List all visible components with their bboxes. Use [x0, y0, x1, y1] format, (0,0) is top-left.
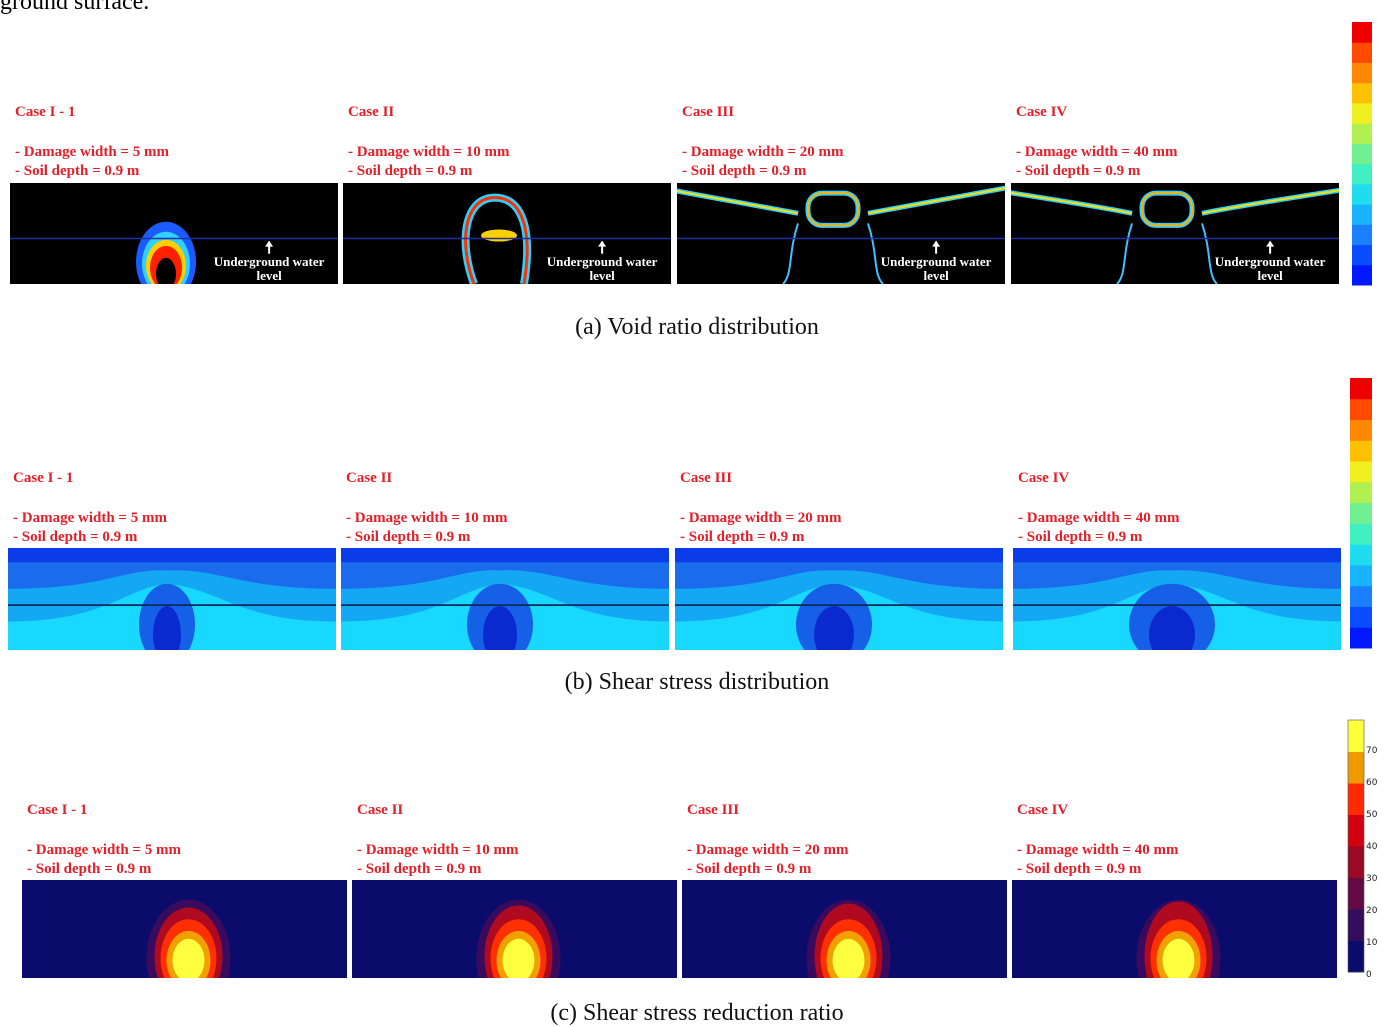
damage-width: - Damage width = 20 mm — [680, 509, 841, 527]
colorbar-tick-label: 10 — [1366, 938, 1377, 948]
damage-width: - Damage width = 40 mm — [1016, 143, 1177, 161]
page: {"intro_text": "ground surface.", "panel… — [0, 0, 1394, 1025]
soil-depth: - Soil depth = 0.9 m — [680, 528, 804, 546]
damage-width: - Damage width = 20 mm — [687, 841, 848, 859]
case-title: Case IV — [1018, 469, 1069, 487]
soil-depth: - Soil depth = 0.9 m — [1018, 528, 1142, 546]
contour-plot — [352, 880, 677, 978]
simulation-image — [1012, 880, 1337, 978]
damage-width: - Damage width = 5 mm — [27, 841, 181, 859]
case-title: Case I - 1 — [15, 103, 75, 121]
case-title: Case IV — [1017, 801, 1068, 819]
colorbar-tick-label: 0 — [1366, 970, 1372, 980]
colorbar-tick-label: 30 — [1366, 874, 1377, 884]
damage-width: - Damage width = 40 mm — [1018, 509, 1179, 527]
simulation-image — [352, 880, 677, 978]
water-level-label: Underground water level — [871, 255, 1001, 283]
simulation-image: Underground water level — [1011, 183, 1339, 284]
colorbar-tick-label: 70 — [1366, 746, 1377, 756]
contour-plot — [675, 548, 1003, 650]
contour-plot — [22, 880, 347, 978]
soil-depth: - Soil depth = 0.9 m — [1017, 860, 1141, 878]
contour-plot — [1013, 548, 1341, 650]
soil-depth: - Soil depth = 0.9 m — [15, 162, 139, 180]
damage-width: - Damage width = 10 mm — [348, 143, 509, 161]
case-title: Case I - 1 — [27, 801, 87, 819]
simulation-image: Underground water level — [10, 183, 338, 284]
intro-text: ground surface. — [0, 0, 149, 16]
soil-depth: - Soil depth = 0.9 m — [13, 528, 137, 546]
case-title: Case II — [357, 801, 403, 819]
damage-width: - Damage width = 10 mm — [357, 841, 518, 859]
contour-plot — [341, 548, 669, 650]
soil-depth: - Soil depth = 0.9 m — [357, 860, 481, 878]
damage-width: - Damage width = 10 mm — [346, 509, 507, 527]
contour-plot — [1012, 880, 1337, 978]
case-title: Case I - 1 — [13, 469, 73, 487]
case-title: Case II — [346, 469, 392, 487]
case-title: Case III — [680, 469, 732, 487]
damage-width: - Damage width = 5 mm — [13, 509, 167, 527]
contour-plot — [8, 548, 336, 650]
water-level-label: Underground water level — [537, 255, 667, 283]
water-level-label: Underground water level — [204, 255, 334, 283]
simulation-image — [341, 548, 669, 650]
colorbar-tick-label: 20 — [1366, 906, 1377, 916]
simulation-image — [22, 880, 347, 978]
soil-depth: - Soil depth = 0.9 m — [346, 528, 470, 546]
soil-depth: - Soil depth = 0.9 m — [1016, 162, 1140, 180]
soil-depth: - Soil depth = 0.9 m — [687, 860, 811, 878]
damage-width: - Damage width = 40 mm — [1017, 841, 1178, 859]
case-title: Case III — [687, 801, 739, 819]
soil-depth: - Soil depth = 0.9 m — [348, 162, 472, 180]
damage-width: - Damage width = 5 mm — [15, 143, 169, 161]
simulation-image — [8, 548, 336, 650]
panel-caption: (b) Shear stress distribution — [0, 668, 1394, 696]
simulation-image — [1013, 548, 1341, 650]
simulation-image — [682, 880, 1007, 978]
colorbar-tick-label: 50 — [1366, 810, 1377, 820]
water-level-label: Underground water level — [1205, 255, 1335, 283]
panel-caption: (c) Shear stress reduction ratio — [0, 999, 1394, 1027]
soil-depth: - Soil depth = 0.9 m — [682, 162, 806, 180]
simulation-image: Underground water level — [677, 183, 1005, 284]
case-title: Case III — [682, 103, 734, 121]
damage-width: - Damage width = 20 mm — [682, 143, 843, 161]
case-title: Case IV — [1016, 103, 1067, 121]
simulation-image: Underground water level — [343, 183, 671, 284]
colorbar-tick-label: 40 — [1366, 842, 1377, 852]
soil-depth: - Soil depth = 0.9 m — [27, 860, 151, 878]
case-title: Case II — [348, 103, 394, 121]
colorbar-tick-label: 60 — [1366, 778, 1377, 788]
simulation-image — [675, 548, 1003, 650]
contour-plot — [682, 880, 1007, 978]
panel-caption: (a) Void ratio distribution — [0, 313, 1394, 341]
